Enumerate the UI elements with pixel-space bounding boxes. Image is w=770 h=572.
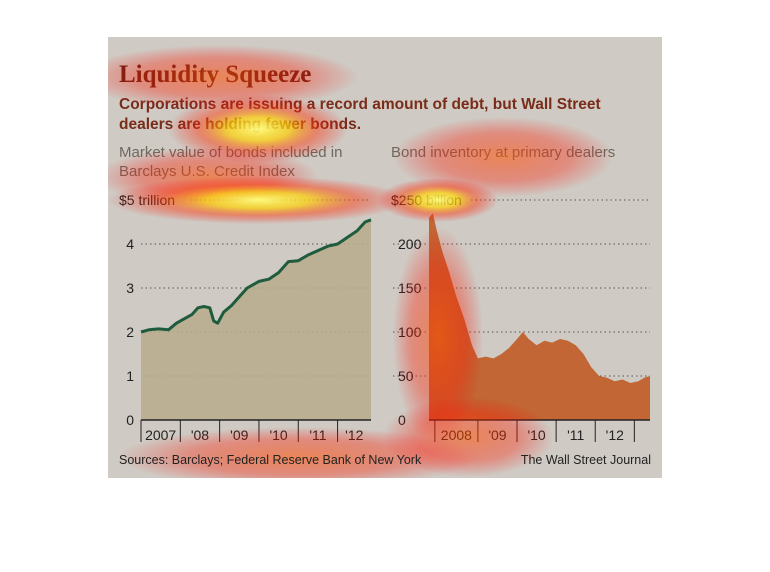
series-area [141,219,371,420]
x-tick-label: '12 [345,427,363,443]
x-tick-label: '10 [527,427,545,443]
x-tick-label: '08 [191,427,209,443]
charts-svg: 0 1 2 3 4 $5 trillion 2007 '08 '09 '10 '11 '12 0 50 1… [119,192,650,443]
unit-label: $5 trillion [119,192,175,208]
unit-label: $250 billion [391,192,462,208]
publisher-credit: The Wall Street Journal [520,453,651,467]
y-tick-label: 0 [398,412,406,428]
left-chart: 0 1 2 3 4 $5 trillion 2007 '08 '09 '10 '11 '12 [119,192,372,443]
y-tick-label: 0 [126,412,134,428]
y-tick-label: 2 [126,324,134,340]
series-area [429,213,650,420]
x-tick-label: '09 [230,427,248,443]
y-tick-label: 50 [398,368,414,384]
x-tick-label: 2007 [145,427,176,443]
y-tick-label: 1 [126,368,134,384]
y-tick-label: 200 [398,236,422,252]
series-line [140,218,372,334]
right-chart: 0 50 100 150 200 $250 billion 2008 '09 '10 '11 '12 [391,192,650,443]
x-tick-label: '12 [606,427,624,443]
y-tick-label: 150 [398,280,422,296]
x-tick-label: '11 [567,427,584,443]
y-tick-label: 4 [126,236,134,252]
x-tick-label: '10 [269,427,287,443]
x-tick-label: '09 [488,427,506,443]
sources-note: Sources: Barclays; Federal Reserve Bank … [119,453,422,467]
x-tick-label: '11 [309,427,326,443]
chart-card: Liquidity Squeeze Corporations are issui… [108,37,662,478]
x-tick-label: 2008 [441,427,472,443]
y-tick-label: 100 [398,324,422,340]
y-tick-label: 3 [126,280,134,296]
